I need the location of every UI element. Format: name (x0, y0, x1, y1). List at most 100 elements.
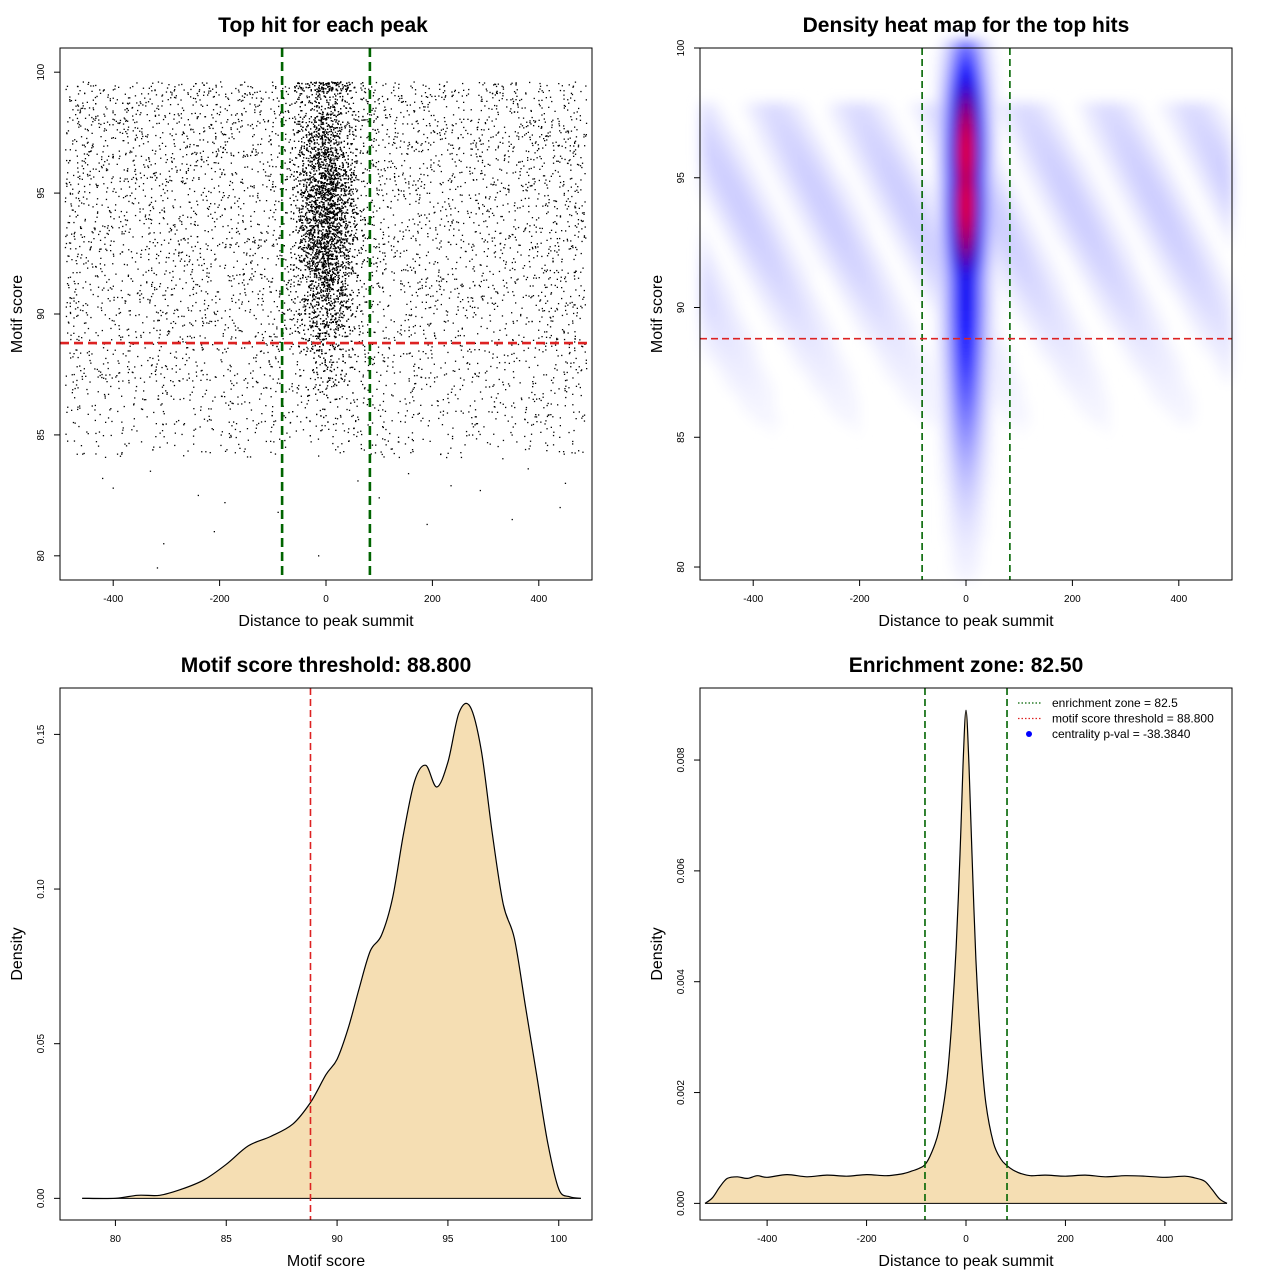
scatter-point (376, 246, 378, 248)
scatter-point (552, 320, 554, 322)
scatter-point (78, 335, 80, 338)
scatter-point (460, 185, 462, 188)
scatter-point (190, 273, 192, 276)
scatter-point (517, 278, 519, 280)
scatter-point (347, 166, 349, 168)
scatter-point (565, 302, 567, 304)
scatter-point (545, 374, 548, 376)
scatter-point (73, 440, 76, 442)
scatter-point (249, 103, 251, 105)
scatter-point (469, 287, 471, 289)
scatter-point (417, 413, 419, 415)
scatter-point (301, 204, 303, 207)
scatter-point (313, 232, 315, 234)
scatter-point (142, 104, 144, 106)
scatter-point (550, 250, 552, 252)
scatter-point (538, 125, 540, 128)
scatter-point (534, 356, 536, 358)
scatter-point (273, 245, 275, 247)
scatter-point (427, 236, 429, 238)
scatter-point (204, 314, 206, 316)
scatter-point (203, 94, 205, 96)
scatter-point (288, 294, 290, 296)
scatter-point (272, 406, 274, 408)
scatter-point (462, 82, 464, 85)
scatter-point (292, 301, 295, 303)
scatter-point (250, 262, 252, 264)
scatter-point (387, 226, 390, 229)
scatter-point (67, 121, 69, 123)
scatter-point (187, 92, 189, 94)
scatter-point (269, 139, 272, 141)
scatter-point (418, 130, 420, 132)
scatter-point (333, 329, 335, 331)
scatter-point (501, 85, 503, 87)
scatter-point (134, 170, 136, 172)
scatter-point (374, 452, 377, 454)
scatter-point (188, 377, 190, 379)
scatter-point (168, 252, 170, 254)
scatter-point (447, 258, 449, 260)
scatter-point (532, 339, 535, 341)
scatter-point (498, 362, 501, 364)
scatter-point (85, 281, 87, 283)
scatter-point (90, 150, 92, 153)
scatter-point (458, 292, 460, 295)
scatter-point (277, 156, 279, 158)
scatter-point (250, 185, 252, 187)
scatter-point (495, 91, 498, 93)
scatter-point (299, 369, 301, 371)
scatter-point (131, 202, 133, 204)
scatter-point (222, 335, 224, 337)
scatter-point (111, 225, 113, 228)
scatter-point (135, 331, 137, 333)
scatter-point (538, 309, 540, 311)
scatter-point (554, 200, 557, 202)
scatter-point (118, 362, 120, 364)
scatter-point (370, 453, 372, 455)
scatter-point (271, 281, 273, 283)
scatter-point (525, 126, 528, 128)
scatter-point (564, 278, 566, 280)
scatter-point (417, 180, 419, 182)
scatter-point (447, 397, 449, 400)
scatter-point (351, 96, 353, 99)
scatter-point (305, 184, 307, 186)
scatter-point (491, 340, 493, 342)
scatter-point (70, 357, 72, 359)
scatter-point (271, 159, 273, 161)
scatter-point (548, 90, 550, 92)
scatter-point (292, 163, 295, 165)
scatter-point (215, 138, 217, 140)
scatter-point (318, 279, 320, 281)
scatter-point (344, 201, 346, 203)
scatter-point (324, 177, 326, 179)
scatter-point (166, 223, 169, 225)
scatter-point (489, 164, 491, 166)
scatter-point (472, 376, 474, 378)
scatter-point (575, 369, 577, 371)
scatter-point (65, 242, 68, 245)
scatter-point (441, 206, 444, 208)
scatter-point (183, 424, 185, 426)
scatter-point (424, 268, 427, 271)
scatter-point (572, 443, 574, 445)
scatter-point (94, 221, 97, 223)
scatter-point (138, 185, 140, 188)
scatter-point (317, 263, 319, 266)
scatter-point (534, 121, 536, 123)
scatter-point (544, 195, 546, 197)
scatter-point (383, 393, 385, 395)
scatter-point (478, 137, 480, 139)
scatter-point (510, 143, 512, 145)
scatter-point (175, 371, 177, 373)
scatter-point (359, 331, 361, 333)
scatter-point (538, 349, 540, 351)
scatter-point (358, 327, 361, 330)
scatter-point (561, 145, 563, 147)
scatter-point (213, 162, 215, 164)
scatter-point (479, 155, 481, 157)
scatter-point (202, 199, 204, 201)
scatter-point (362, 376, 364, 378)
scatter-point (550, 389, 552, 392)
